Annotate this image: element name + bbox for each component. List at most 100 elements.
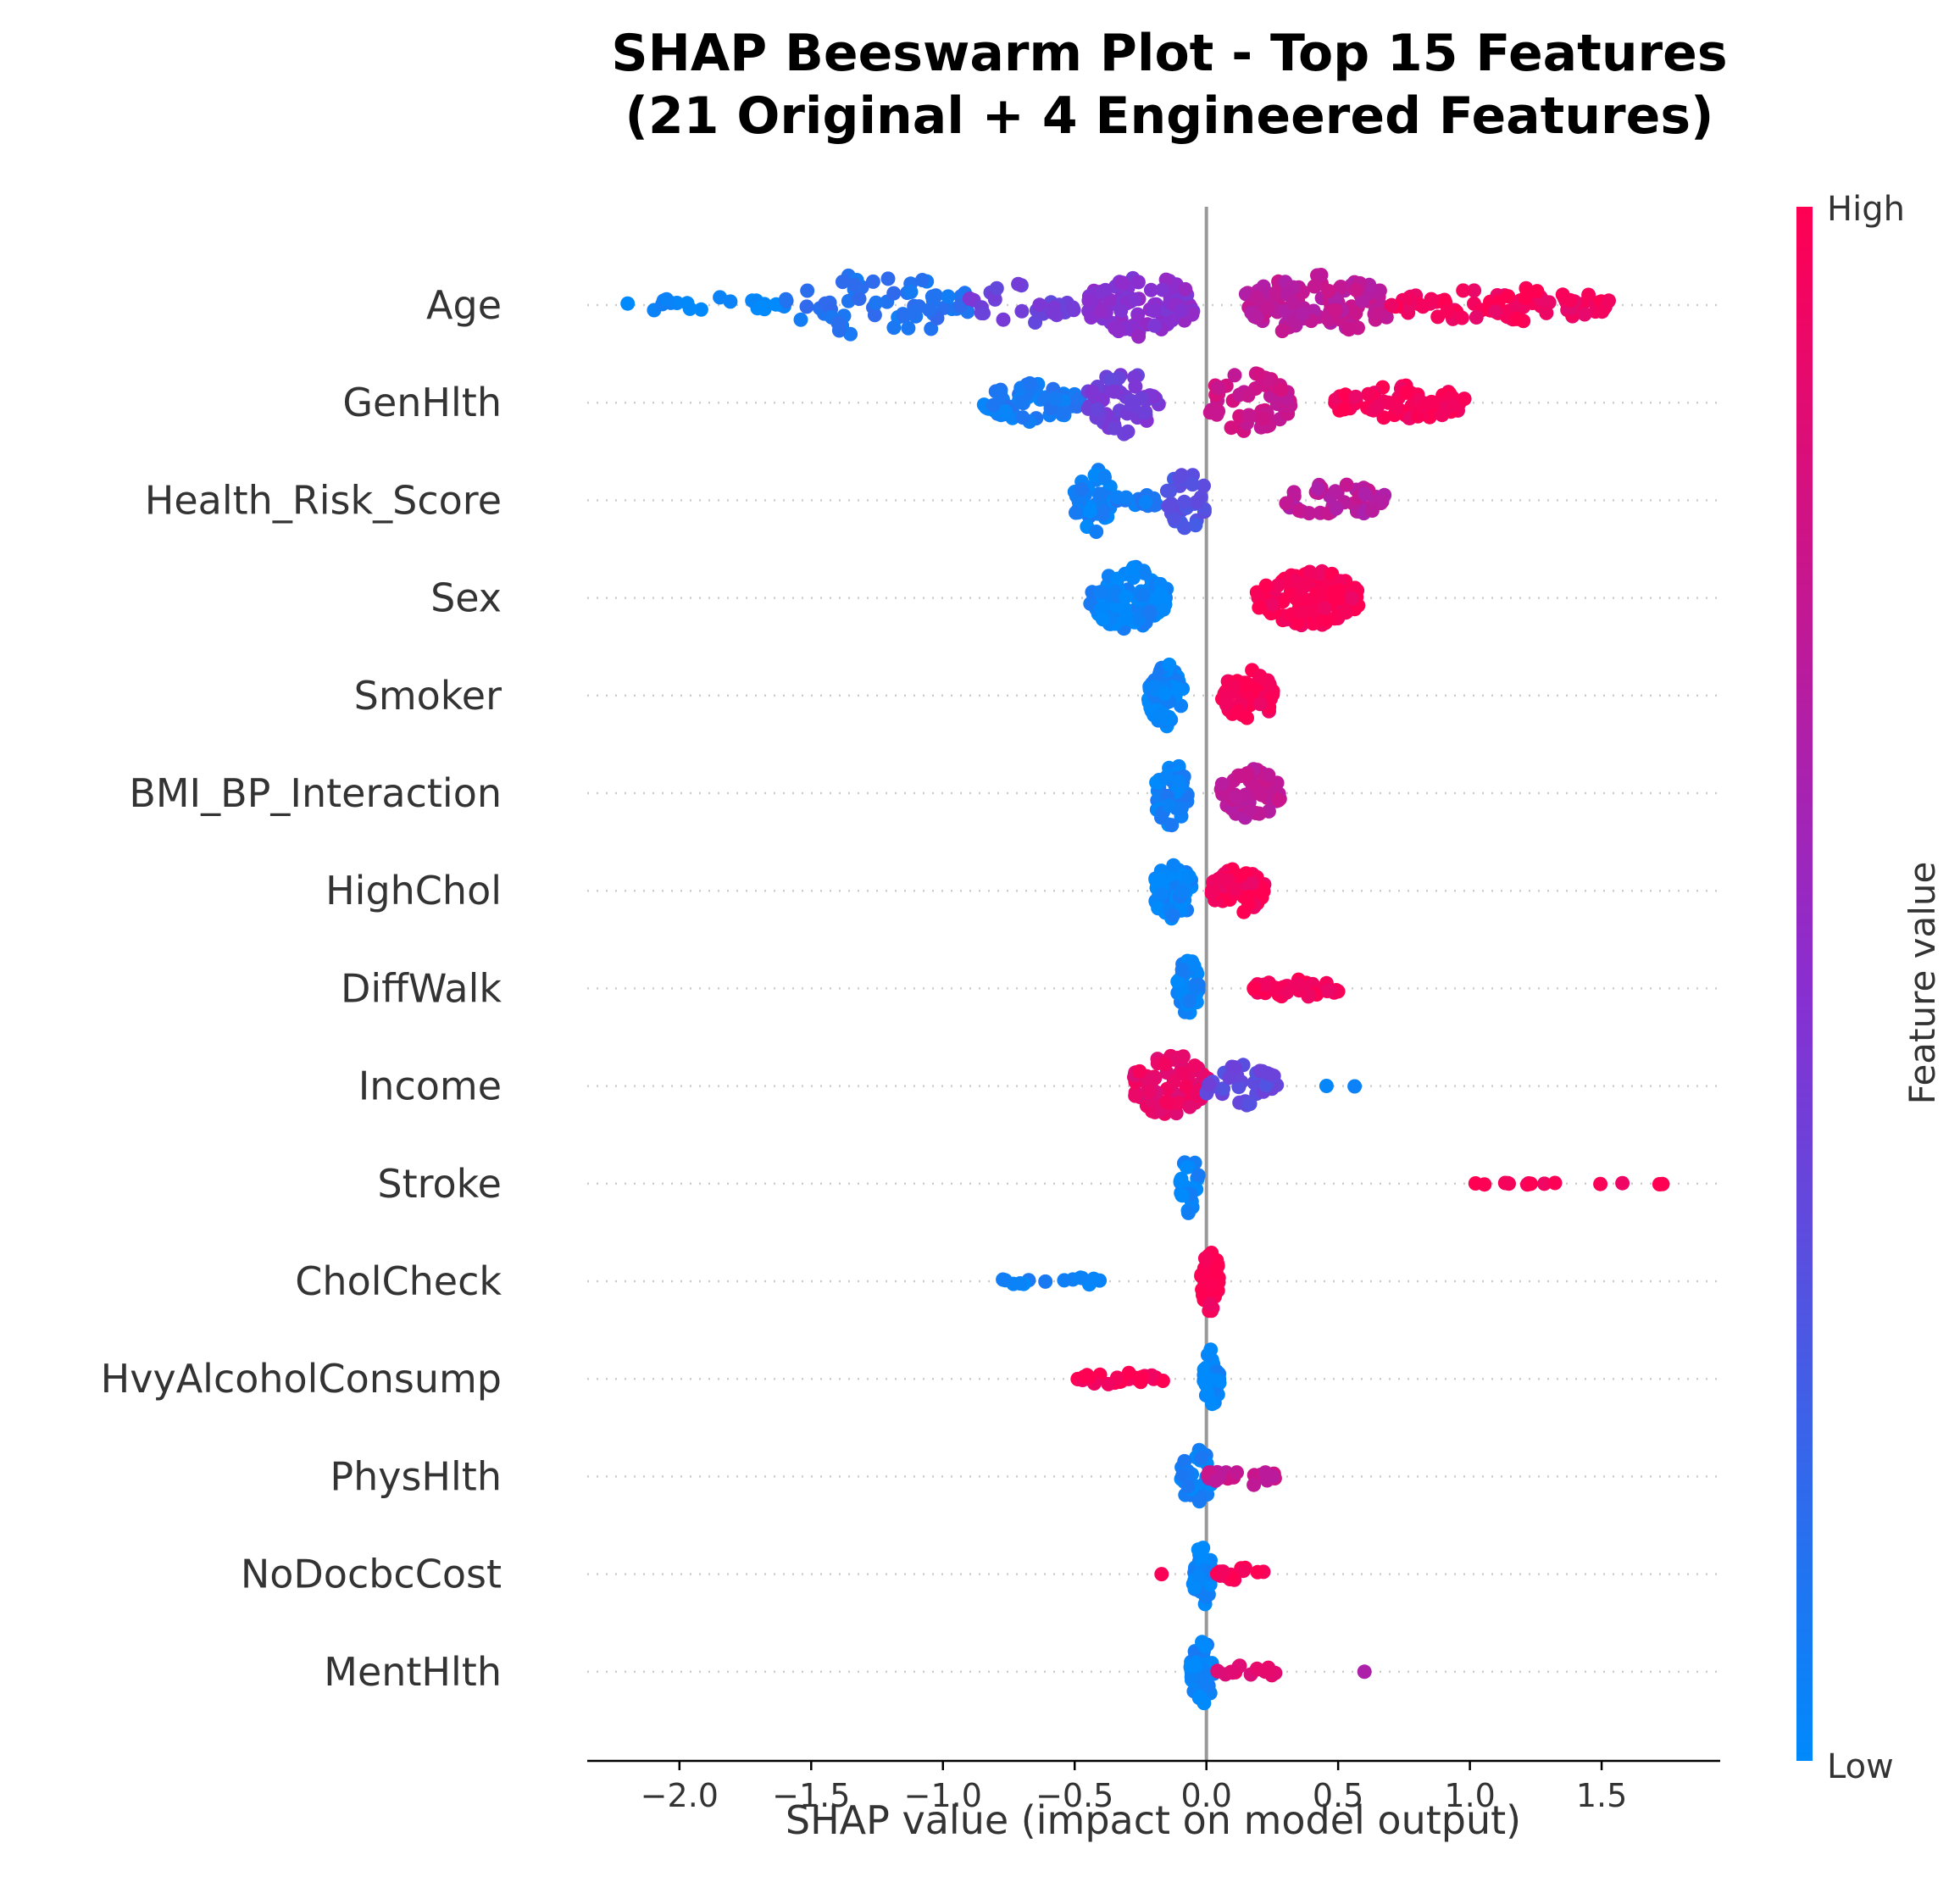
shap-point bbox=[1198, 1377, 1213, 1392]
shap-point bbox=[1164, 818, 1180, 833]
shap-point bbox=[1271, 792, 1286, 808]
x-tick-label: 0.5 bbox=[1313, 1777, 1363, 1814]
shap-point bbox=[1013, 1276, 1028, 1291]
shap-point bbox=[1435, 408, 1450, 423]
shap-point bbox=[865, 274, 880, 289]
shap-point bbox=[993, 386, 1008, 401]
shap-point bbox=[1302, 564, 1318, 580]
shap-point bbox=[1370, 398, 1385, 414]
shap-point bbox=[1369, 306, 1385, 321]
shap-point bbox=[1263, 1067, 1278, 1082]
shap-point bbox=[1214, 776, 1230, 791]
shap-point bbox=[1209, 407, 1224, 422]
shap-point bbox=[1155, 282, 1170, 297]
shap-point bbox=[1509, 311, 1524, 326]
feature-label: Sex bbox=[430, 575, 502, 621]
shap-point bbox=[1093, 585, 1108, 600]
shap-point bbox=[1197, 1251, 1213, 1266]
shap-point bbox=[1107, 420, 1122, 436]
shap-point bbox=[1013, 394, 1029, 409]
shap-point bbox=[1457, 391, 1472, 407]
shap-point bbox=[1167, 512, 1182, 526]
shap-point bbox=[1247, 980, 1262, 996]
shap-point bbox=[1047, 391, 1063, 406]
shap-point bbox=[1098, 282, 1113, 297]
shap-point bbox=[1500, 1175, 1515, 1191]
shap-point bbox=[1194, 1267, 1209, 1282]
shap-point bbox=[936, 300, 952, 315]
shap-point bbox=[1469, 310, 1484, 325]
shap-point bbox=[1128, 1088, 1143, 1103]
shap-point bbox=[976, 306, 991, 321]
colorbar-high-label: High bbox=[1827, 190, 1905, 229]
shap-point bbox=[1348, 389, 1363, 404]
shap-point bbox=[1652, 1177, 1667, 1191]
shap-point bbox=[1095, 612, 1110, 627]
shap-point bbox=[1073, 1270, 1088, 1286]
shap-point bbox=[1364, 503, 1380, 518]
shap-point bbox=[1440, 304, 1455, 319]
shap-point bbox=[1181, 994, 1197, 1009]
shap-point bbox=[869, 295, 884, 310]
shap-point bbox=[1196, 1541, 1211, 1556]
shap-point bbox=[1374, 494, 1390, 509]
shap-point bbox=[1159, 1095, 1174, 1110]
shap-point bbox=[1230, 703, 1246, 719]
shap-point bbox=[1390, 401, 1405, 416]
shap-point bbox=[1096, 507, 1110, 522]
shap-point bbox=[1147, 680, 1162, 695]
shap-point bbox=[1132, 1063, 1147, 1079]
shap-point bbox=[1279, 496, 1294, 511]
shap-point bbox=[1152, 708, 1168, 722]
shap-point bbox=[659, 292, 675, 307]
shap-point bbox=[1032, 297, 1047, 313]
shap-point bbox=[713, 290, 728, 305]
shap-point bbox=[1181, 869, 1197, 884]
shap-point bbox=[799, 299, 814, 314]
shap-point bbox=[1115, 275, 1130, 291]
shap-point bbox=[1231, 1080, 1247, 1095]
shap-point bbox=[1161, 498, 1176, 514]
shap-point bbox=[924, 321, 939, 336]
shap-point bbox=[1270, 578, 1285, 593]
shap-point bbox=[1093, 303, 1108, 319]
shap-point bbox=[1211, 380, 1226, 396]
shap-point bbox=[835, 275, 850, 290]
shap-point bbox=[903, 285, 919, 299]
shap-point bbox=[1319, 1079, 1334, 1093]
shap-point bbox=[1187, 1580, 1202, 1595]
shap-point bbox=[1069, 505, 1083, 520]
shap-point bbox=[1174, 963, 1190, 977]
shap-point bbox=[1125, 560, 1141, 575]
shap-point bbox=[1358, 486, 1373, 502]
shap-point bbox=[1317, 601, 1332, 616]
feature-label: Smoker bbox=[354, 673, 502, 719]
shap-point bbox=[852, 292, 867, 307]
shap-point bbox=[928, 288, 943, 303]
shap-point bbox=[1539, 305, 1554, 320]
shap-point bbox=[1197, 478, 1211, 493]
shap-point bbox=[1262, 677, 1277, 692]
shap-point bbox=[1302, 506, 1317, 521]
shap-point bbox=[1161, 798, 1176, 813]
shap-point bbox=[1045, 305, 1060, 320]
shap-point bbox=[1501, 289, 1516, 304]
shap-point bbox=[843, 326, 858, 342]
shap-point bbox=[1107, 384, 1122, 399]
feature-label: BMI_BP_Interaction bbox=[129, 770, 502, 816]
shap-point bbox=[1056, 405, 1071, 420]
shap-point bbox=[1230, 1465, 1244, 1480]
shap-point bbox=[1182, 1099, 1197, 1114]
shap-point bbox=[986, 397, 1001, 413]
shap-point bbox=[1445, 398, 1460, 414]
x-tick-label: −2.0 bbox=[641, 1777, 719, 1814]
colorbar-label: Feature value bbox=[1902, 862, 1943, 1105]
shap-point bbox=[1292, 977, 1308, 992]
shap-point bbox=[1349, 282, 1363, 297]
shap-point bbox=[1153, 586, 1168, 601]
shap-point bbox=[1097, 469, 1112, 485]
shap-point bbox=[1355, 293, 1370, 308]
shap-point bbox=[1103, 372, 1119, 387]
shap-point bbox=[989, 280, 1004, 296]
shap-point bbox=[941, 289, 956, 304]
